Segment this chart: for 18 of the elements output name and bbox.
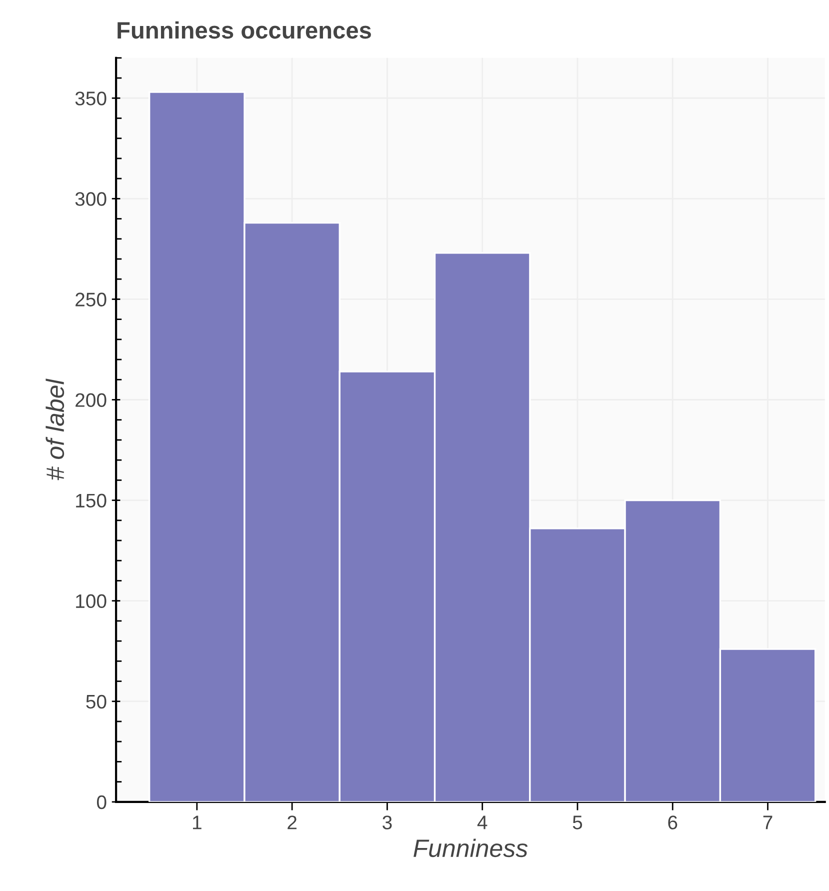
- x-tick-label: 3: [382, 816, 392, 830]
- x-tick-label: 7: [763, 816, 772, 830]
- x-tick-label: 1: [193, 816, 202, 830]
- x-tick-label: 6: [668, 816, 678, 830]
- y-axis-title: # of label: [46, 378, 64, 480]
- x-axis-title: Funniness: [414, 838, 528, 858]
- y-tick-label: 100: [76, 594, 106, 608]
- x-tick-label: 2: [288, 816, 296, 830]
- y-tick-label: 0: [96, 795, 106, 810]
- y-tick-label: 150: [76, 494, 106, 508]
- y-tick-label: 300: [75, 192, 106, 206]
- chart-title: Funniness occurences: [118, 21, 371, 39]
- y-tick-label: 350: [75, 92, 106, 106]
- x-tick-label: 5: [572, 816, 582, 830]
- y-tick-label: 200: [76, 393, 106, 407]
- y-tick-label: 250: [76, 292, 106, 306]
- y-tick-label: 50: [86, 694, 106, 709]
- x-tick-label: 4: [477, 816, 488, 830]
